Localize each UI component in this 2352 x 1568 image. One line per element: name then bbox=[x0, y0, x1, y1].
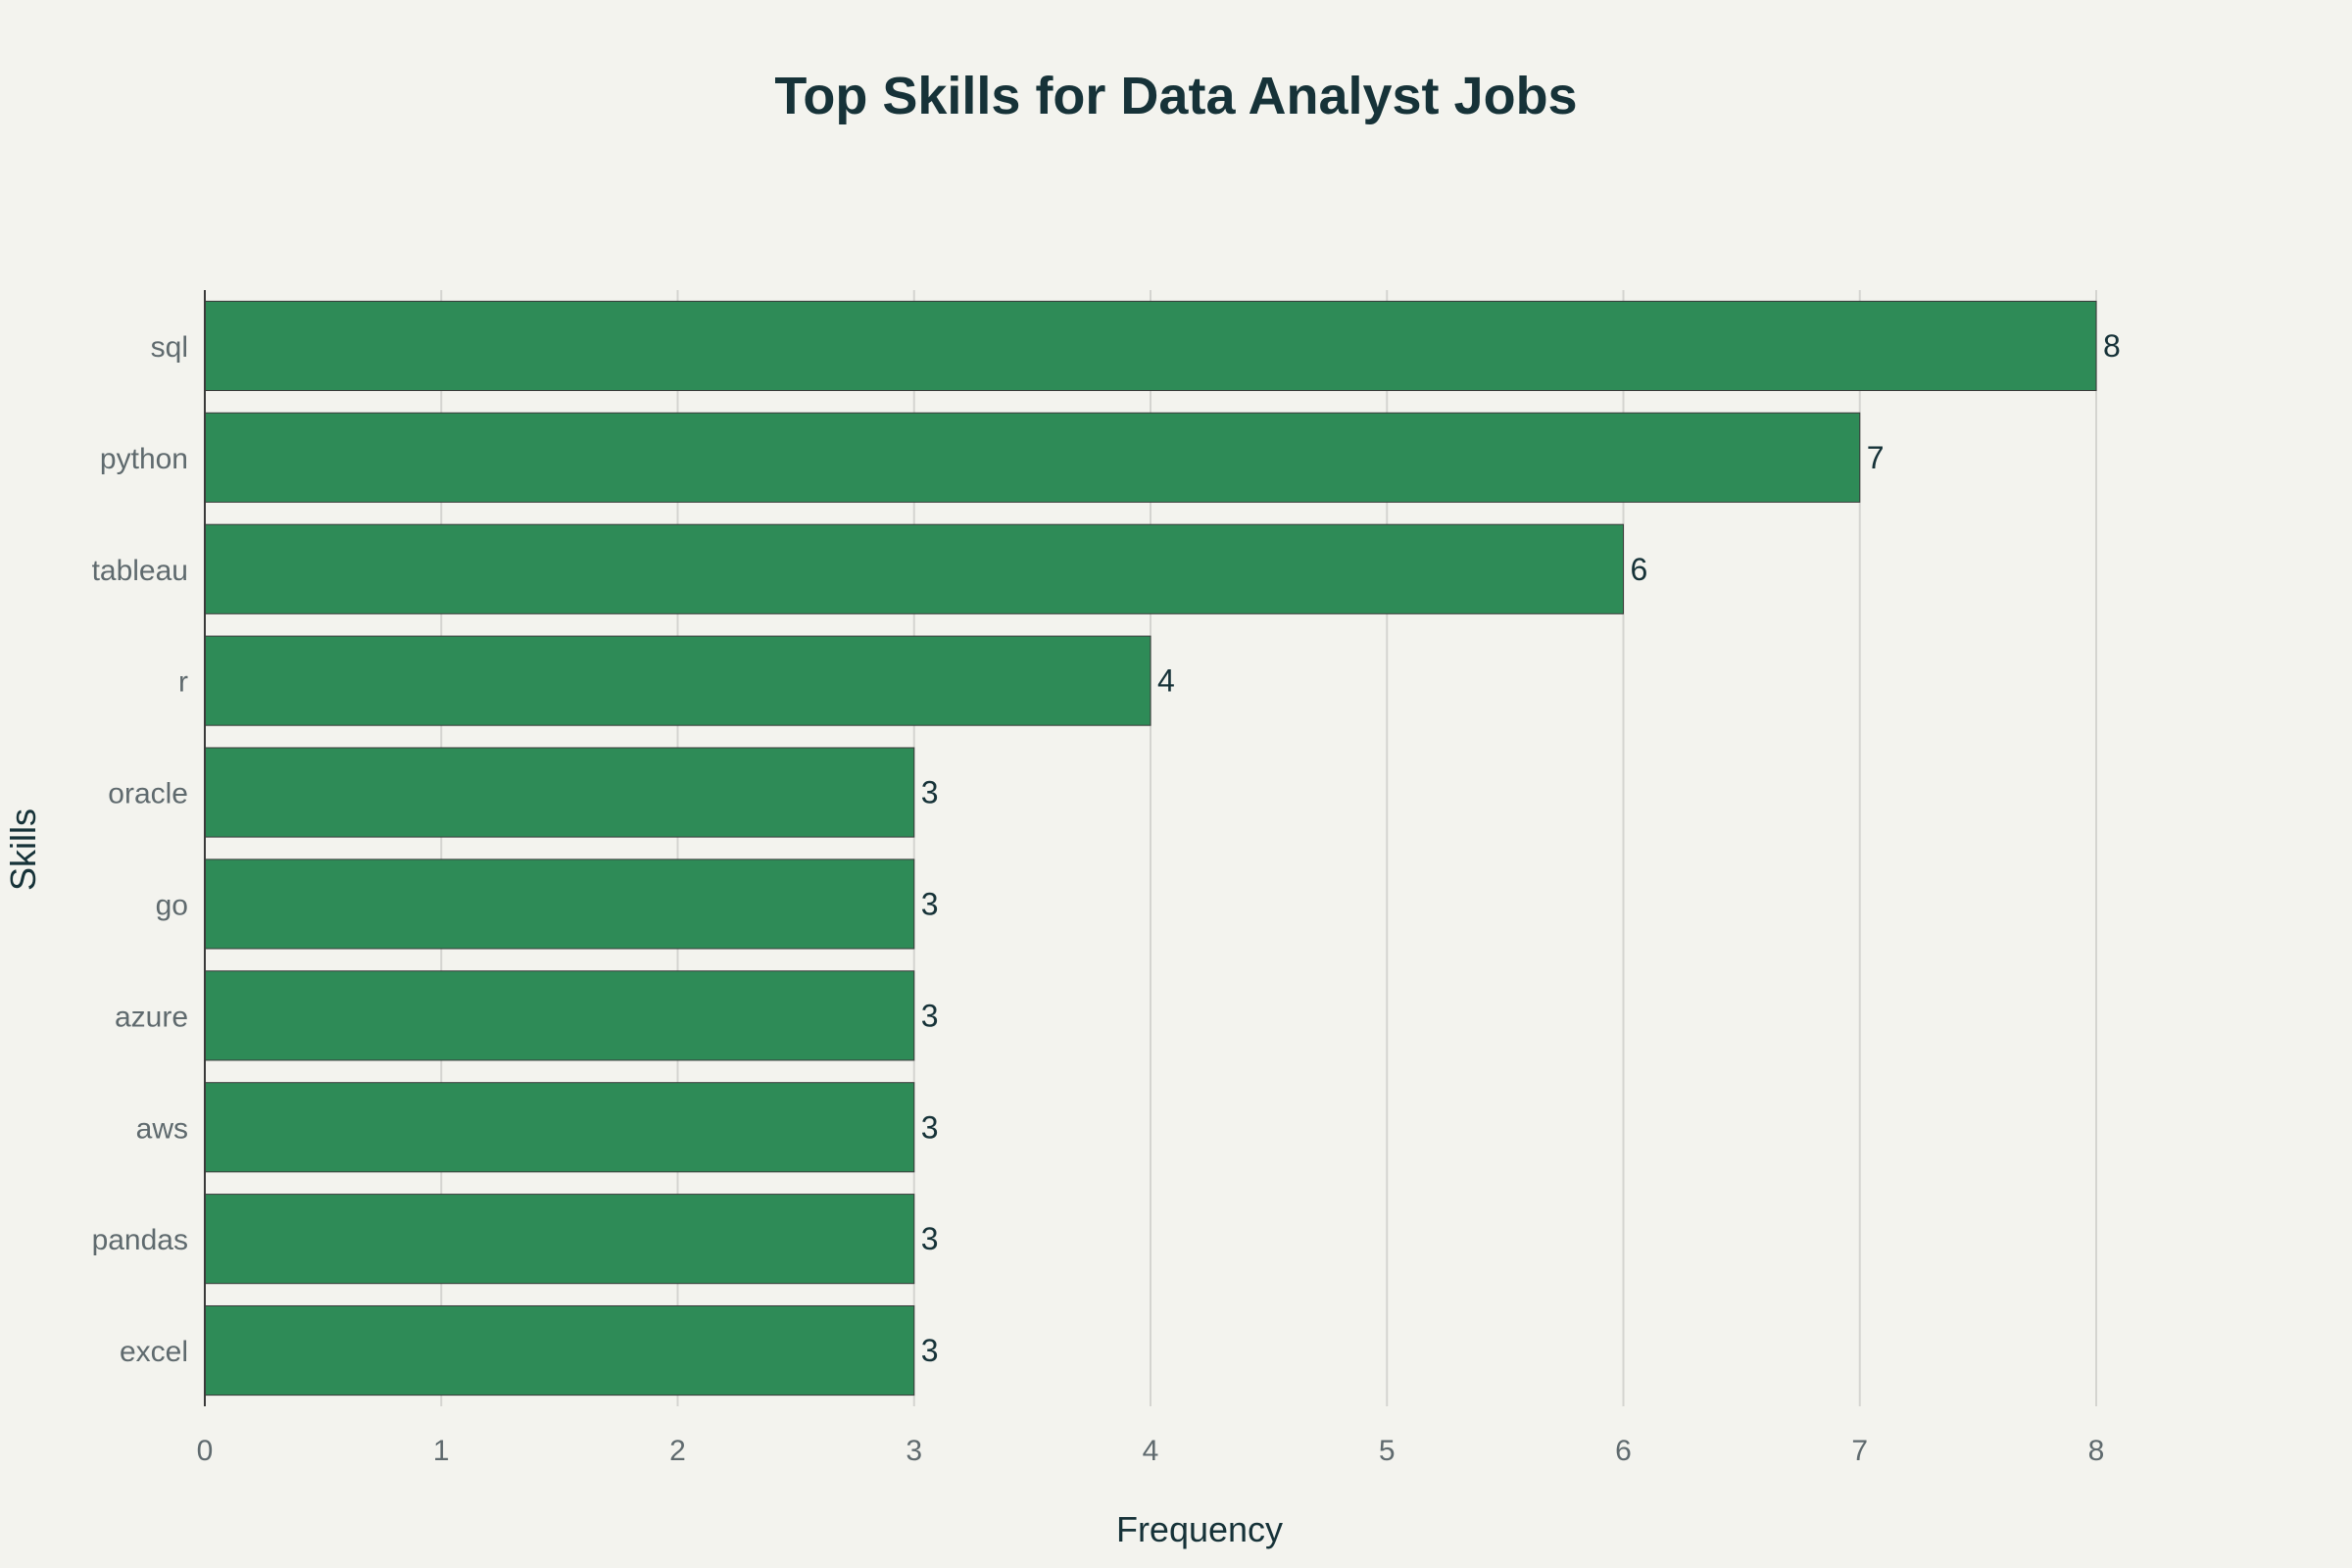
x-tick-label: 6 bbox=[1615, 1435, 1632, 1467]
bar-pandas bbox=[204, 1194, 915, 1285]
x-axis-ticks: 0 1 2 3 4 5 6 7 8 bbox=[197, 1435, 2105, 1467]
bar-azure bbox=[204, 970, 915, 1061]
y-tick-label-azure: azure bbox=[115, 1001, 188, 1033]
x-tick-label: 7 bbox=[1851, 1435, 1868, 1467]
y-tick-label-pandas: pandas bbox=[92, 1224, 188, 1256]
y-tick-label-excel: excel bbox=[120, 1336, 188, 1368]
y-tick-label-oracle: oracle bbox=[108, 778, 188, 810]
data-label-sql: 8 bbox=[2103, 328, 2121, 364]
bar-python bbox=[204, 412, 1861, 503]
y-tick-label-aws: aws bbox=[136, 1112, 188, 1145]
x-tick-label: 8 bbox=[2088, 1435, 2105, 1467]
data-label-go: 3 bbox=[921, 886, 939, 921]
x-tick-label: 4 bbox=[1143, 1435, 1159, 1467]
bar-tableau bbox=[204, 523, 1624, 614]
x-tick-label: 3 bbox=[906, 1435, 922, 1467]
x-tick-label: 0 bbox=[197, 1435, 214, 1467]
x-tick-label: 1 bbox=[433, 1435, 450, 1467]
data-label-aws: 3 bbox=[921, 1109, 939, 1145]
data-labels: 8 7 6 4 3 3 3 3 3 3 bbox=[921, 328, 2121, 1368]
x-tick-label: 2 bbox=[669, 1435, 686, 1467]
y-axis-title: Skills bbox=[3, 808, 43, 891]
y-tick-label-tableau: tableau bbox=[92, 555, 188, 587]
y-tick-label-sql: sql bbox=[151, 331, 188, 364]
bar-excel bbox=[204, 1304, 915, 1396]
bar-oracle bbox=[204, 747, 915, 838]
bar-aws bbox=[204, 1082, 915, 1173]
x-axis-title: Frequency bbox=[1116, 1509, 1283, 1549]
bar-r bbox=[204, 635, 1152, 726]
data-label-oracle: 3 bbox=[921, 775, 939, 810]
data-label-r: 4 bbox=[1157, 663, 1175, 699]
y-tick-label-r: r bbox=[178, 666, 188, 699]
y-tick-label-go: go bbox=[156, 889, 188, 921]
data-label-tableau: 6 bbox=[1631, 552, 1648, 587]
data-label-python: 7 bbox=[1867, 440, 1885, 475]
x-tick-label: 5 bbox=[1379, 1435, 1396, 1467]
data-label-excel: 3 bbox=[921, 1333, 939, 1368]
data-label-pandas: 3 bbox=[921, 1221, 939, 1256]
y-axis-ticks: sql python tableau r oracle go azure aws pandas e… bbox=[92, 331, 188, 1368]
bars bbox=[204, 300, 2097, 1396]
y-tick-label-python: python bbox=[100, 443, 188, 475]
chart-title: Top Skills for Data Analyst Jobs bbox=[774, 67, 1577, 125]
data-label-azure: 3 bbox=[921, 998, 939, 1033]
bar-go bbox=[204, 858, 915, 950]
bar-sql bbox=[204, 300, 2097, 392]
